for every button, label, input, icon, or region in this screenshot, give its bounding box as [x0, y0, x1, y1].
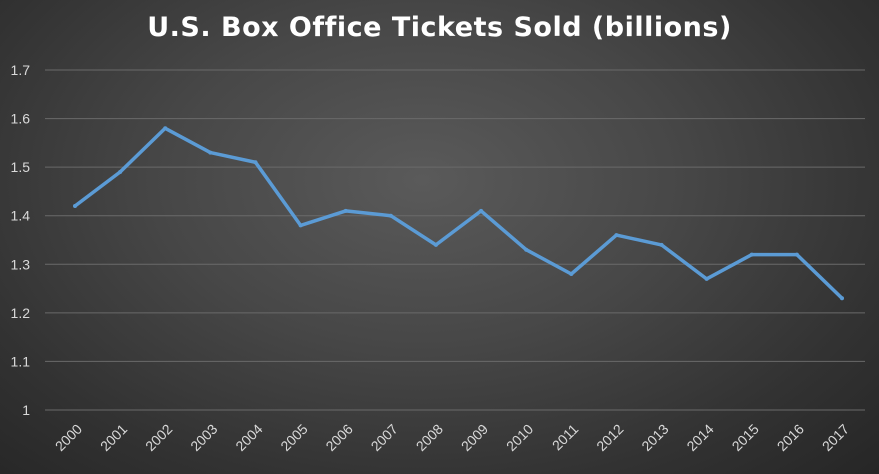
x-tick-label: 2004	[232, 421, 265, 454]
data-point	[298, 223, 303, 228]
x-tick-label: 2005	[277, 421, 310, 454]
data-point	[73, 204, 77, 208]
x-tick-label: 2003	[187, 421, 220, 454]
series	[73, 126, 844, 301]
x-tick-label: 2014	[683, 421, 716, 454]
data-point	[794, 252, 799, 257]
y-tick-label: 1.1	[11, 353, 31, 369]
y-tick-label: 1.2	[11, 305, 31, 321]
data-point	[433, 242, 438, 247]
data-point	[479, 208, 484, 213]
x-tick-label: 2012	[593, 421, 626, 454]
data-point	[253, 160, 258, 165]
x-tick-label: 2011	[549, 421, 582, 454]
x-tick-label: 2015	[729, 421, 762, 454]
x-tick-label: 2002	[142, 421, 175, 454]
data-point	[524, 247, 529, 252]
y-tick-label: 1.5	[11, 159, 31, 175]
data-point	[163, 126, 168, 131]
y-tick-label: 1	[22, 402, 30, 418]
x-tick-label: 2000	[52, 421, 85, 454]
x-tick-label: 2016	[774, 421, 807, 454]
y-tick-label: 1.4	[11, 208, 31, 224]
x-axis: 2000 2001 2002 2003 2004 2005 2006 2007 2008 2009…	[52, 421, 852, 454]
data-point	[840, 296, 844, 301]
data-point	[749, 252, 754, 257]
x-tick-label: 2001	[97, 421, 130, 454]
data-point	[704, 276, 709, 281]
gridlines	[45, 69, 865, 411]
chart-title: U.S. Box Office Tickets Sold (billions)	[147, 12, 732, 43]
x-tick-label: 2007	[368, 421, 401, 454]
y-tick-label: 1.6	[11, 111, 31, 127]
series-line	[73, 126, 844, 301]
data-point	[343, 208, 348, 213]
y-tick-label: 1.7	[11, 62, 31, 78]
data-point	[659, 242, 664, 247]
y-axis: 1 1.1 1.2 1.3 1.4 1.5 1.6 1.7	[11, 62, 31, 418]
x-tick-label: 2008	[413, 421, 446, 454]
x-tick-label: 2017	[819, 421, 852, 454]
data-point	[388, 213, 393, 218]
x-tick-label: 2009	[458, 421, 491, 454]
y-tick-label: 1.3	[11, 256, 31, 272]
x-tick-label: 2010	[503, 421, 536, 454]
x-tick-label: 2013	[638, 421, 671, 454]
x-tick-label: 2006	[322, 421, 355, 454]
data-point	[614, 233, 619, 238]
data-point	[118, 170, 123, 174]
data-point	[208, 150, 213, 155]
data-point	[569, 272, 574, 276]
